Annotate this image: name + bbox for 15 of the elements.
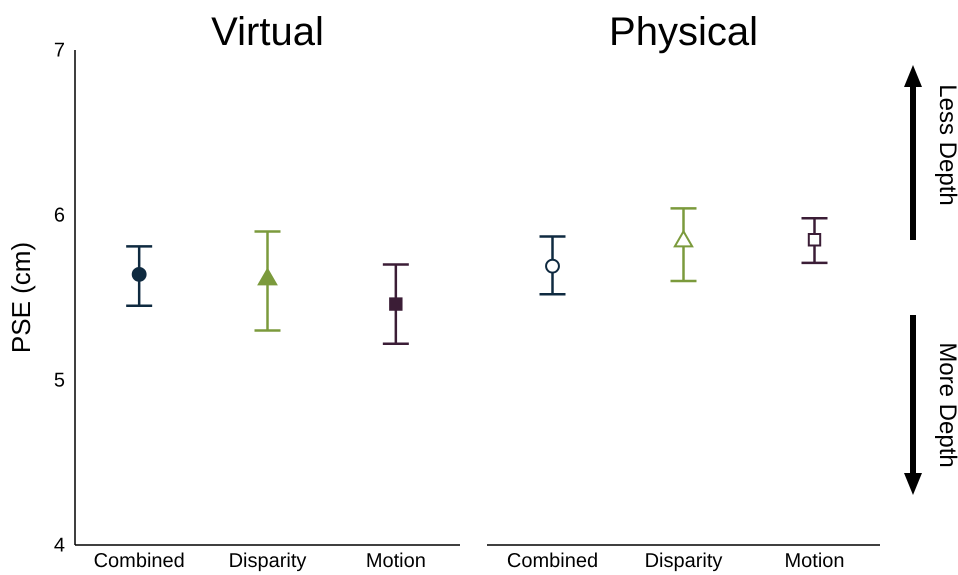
y-tick-label: 7 [54, 39, 65, 62]
text: Less Depth [934, 84, 958, 206]
x-tick-label: Combined [94, 550, 185, 572]
x-tick-label: Disparity [644, 550, 722, 572]
x-tick-label: Disparity [228, 550, 306, 572]
x-tick-label: Combined [506, 550, 598, 572]
y-tick-label: 4 [54, 534, 65, 556]
x-tick-label: Motion [366, 550, 426, 572]
chart-title: Physical [609, 10, 758, 54]
y-tick-label: 6 [54, 204, 65, 226]
text: More Depth [934, 342, 958, 468]
x-tick-label: Motion [784, 550, 845, 572]
y-axis-title: PSE (cm) [6, 242, 36, 354]
chart-title: Virtual [211, 10, 324, 54]
y-tick-label: 5 [54, 369, 65, 392]
